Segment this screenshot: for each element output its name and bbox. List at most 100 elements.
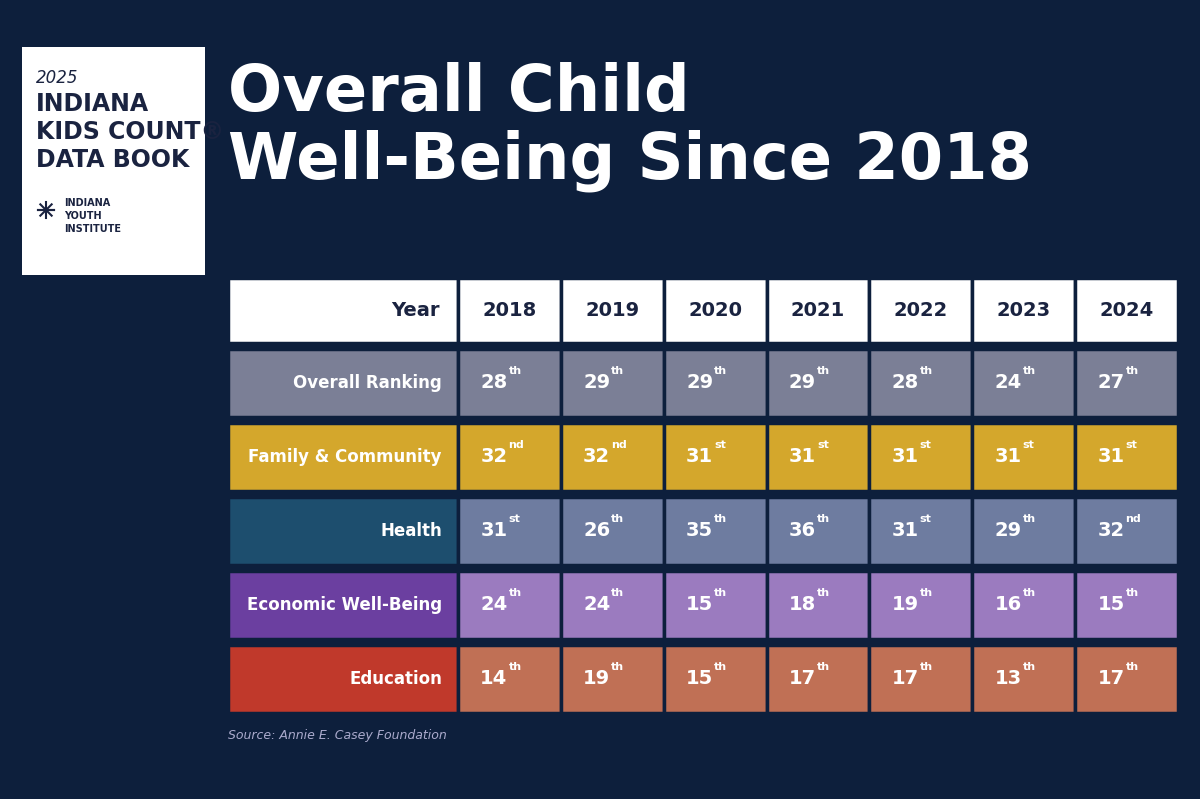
Text: 26: 26 (583, 522, 611, 540)
Text: 2025: 2025 (36, 69, 78, 87)
Text: 32: 32 (1098, 522, 1124, 540)
Text: th: th (1022, 588, 1036, 598)
Text: th: th (1022, 366, 1036, 376)
Text: 17: 17 (1098, 670, 1124, 689)
FancyBboxPatch shape (560, 278, 664, 343)
Text: th: th (920, 662, 932, 672)
FancyBboxPatch shape (972, 497, 1075, 565)
Text: Year: Year (391, 300, 440, 320)
Text: KIDS COUNT®: KIDS COUNT® (36, 120, 224, 144)
Text: 2019: 2019 (586, 300, 640, 320)
FancyBboxPatch shape (560, 571, 664, 639)
Text: 29: 29 (995, 522, 1021, 540)
Text: 29: 29 (583, 373, 611, 392)
Text: th: th (509, 662, 522, 672)
Text: th: th (611, 662, 624, 672)
FancyBboxPatch shape (560, 497, 664, 565)
Text: 15: 15 (686, 670, 713, 689)
Text: st: st (1022, 440, 1034, 450)
Text: Well-Being Since 2018: Well-Being Since 2018 (228, 130, 1032, 193)
Text: 2018: 2018 (482, 300, 536, 320)
FancyBboxPatch shape (870, 349, 972, 417)
Text: th: th (1022, 514, 1036, 524)
FancyBboxPatch shape (870, 423, 972, 491)
FancyBboxPatch shape (767, 423, 870, 491)
Text: th: th (1126, 662, 1139, 672)
FancyBboxPatch shape (22, 47, 205, 275)
FancyBboxPatch shape (458, 349, 560, 417)
Text: 17: 17 (892, 670, 919, 689)
FancyBboxPatch shape (972, 423, 1075, 491)
FancyBboxPatch shape (664, 645, 767, 713)
Text: 28: 28 (480, 373, 508, 392)
FancyBboxPatch shape (228, 645, 458, 713)
Text: nd: nd (509, 440, 524, 450)
FancyBboxPatch shape (972, 645, 1075, 713)
Text: th: th (714, 514, 727, 524)
FancyBboxPatch shape (228, 349, 458, 417)
FancyBboxPatch shape (767, 349, 870, 417)
FancyBboxPatch shape (228, 571, 458, 639)
FancyBboxPatch shape (664, 423, 767, 491)
Text: Overall Child: Overall Child (228, 62, 690, 124)
Text: 31: 31 (686, 447, 713, 467)
Text: th: th (920, 588, 932, 598)
Text: 24: 24 (480, 595, 508, 614)
Text: 2024: 2024 (1099, 300, 1153, 320)
Text: 31: 31 (995, 447, 1021, 467)
Text: 2023: 2023 (997, 300, 1051, 320)
FancyBboxPatch shape (664, 349, 767, 417)
Text: th: th (1126, 366, 1139, 376)
Text: th: th (1126, 588, 1139, 598)
Text: 2020: 2020 (688, 300, 742, 320)
Text: 19: 19 (583, 670, 611, 689)
FancyBboxPatch shape (1075, 571, 1178, 639)
FancyBboxPatch shape (870, 278, 972, 343)
FancyBboxPatch shape (767, 278, 870, 343)
Text: 13: 13 (995, 670, 1021, 689)
FancyBboxPatch shape (560, 645, 664, 713)
Text: th: th (817, 366, 830, 376)
Text: st: st (714, 440, 726, 450)
Text: th: th (817, 588, 830, 598)
Text: th: th (714, 588, 727, 598)
Text: 18: 18 (788, 595, 816, 614)
FancyBboxPatch shape (228, 497, 458, 565)
FancyBboxPatch shape (458, 278, 560, 343)
FancyBboxPatch shape (560, 349, 664, 417)
Text: 28: 28 (892, 373, 919, 392)
Text: 31: 31 (1098, 447, 1124, 467)
Text: 2021: 2021 (791, 300, 845, 320)
FancyBboxPatch shape (1075, 349, 1178, 417)
FancyBboxPatch shape (458, 497, 560, 565)
Text: 27: 27 (1098, 373, 1124, 392)
Text: st: st (817, 440, 829, 450)
FancyBboxPatch shape (228, 278, 458, 343)
FancyBboxPatch shape (1075, 278, 1178, 343)
Text: th: th (509, 588, 522, 598)
Text: st: st (920, 514, 931, 524)
FancyBboxPatch shape (664, 571, 767, 639)
Text: th: th (611, 588, 624, 598)
Text: th: th (611, 366, 624, 376)
Text: 32: 32 (480, 447, 508, 467)
FancyBboxPatch shape (972, 349, 1075, 417)
Text: 29: 29 (788, 373, 816, 392)
FancyBboxPatch shape (560, 423, 664, 491)
Text: 24: 24 (995, 373, 1021, 392)
Text: 19: 19 (892, 595, 919, 614)
FancyBboxPatch shape (1075, 645, 1178, 713)
Text: 31: 31 (892, 522, 919, 540)
Text: Health: Health (380, 522, 442, 540)
Text: Education: Education (349, 670, 442, 688)
FancyBboxPatch shape (458, 571, 560, 639)
FancyBboxPatch shape (1075, 497, 1178, 565)
Text: th: th (817, 662, 830, 672)
Text: 24: 24 (583, 595, 611, 614)
FancyBboxPatch shape (458, 645, 560, 713)
FancyBboxPatch shape (228, 423, 458, 491)
Text: th: th (1022, 662, 1036, 672)
Text: INDIANA
YOUTH
INSTITUTE: INDIANA YOUTH INSTITUTE (64, 198, 121, 234)
Text: 2022: 2022 (894, 300, 948, 320)
FancyBboxPatch shape (870, 497, 972, 565)
